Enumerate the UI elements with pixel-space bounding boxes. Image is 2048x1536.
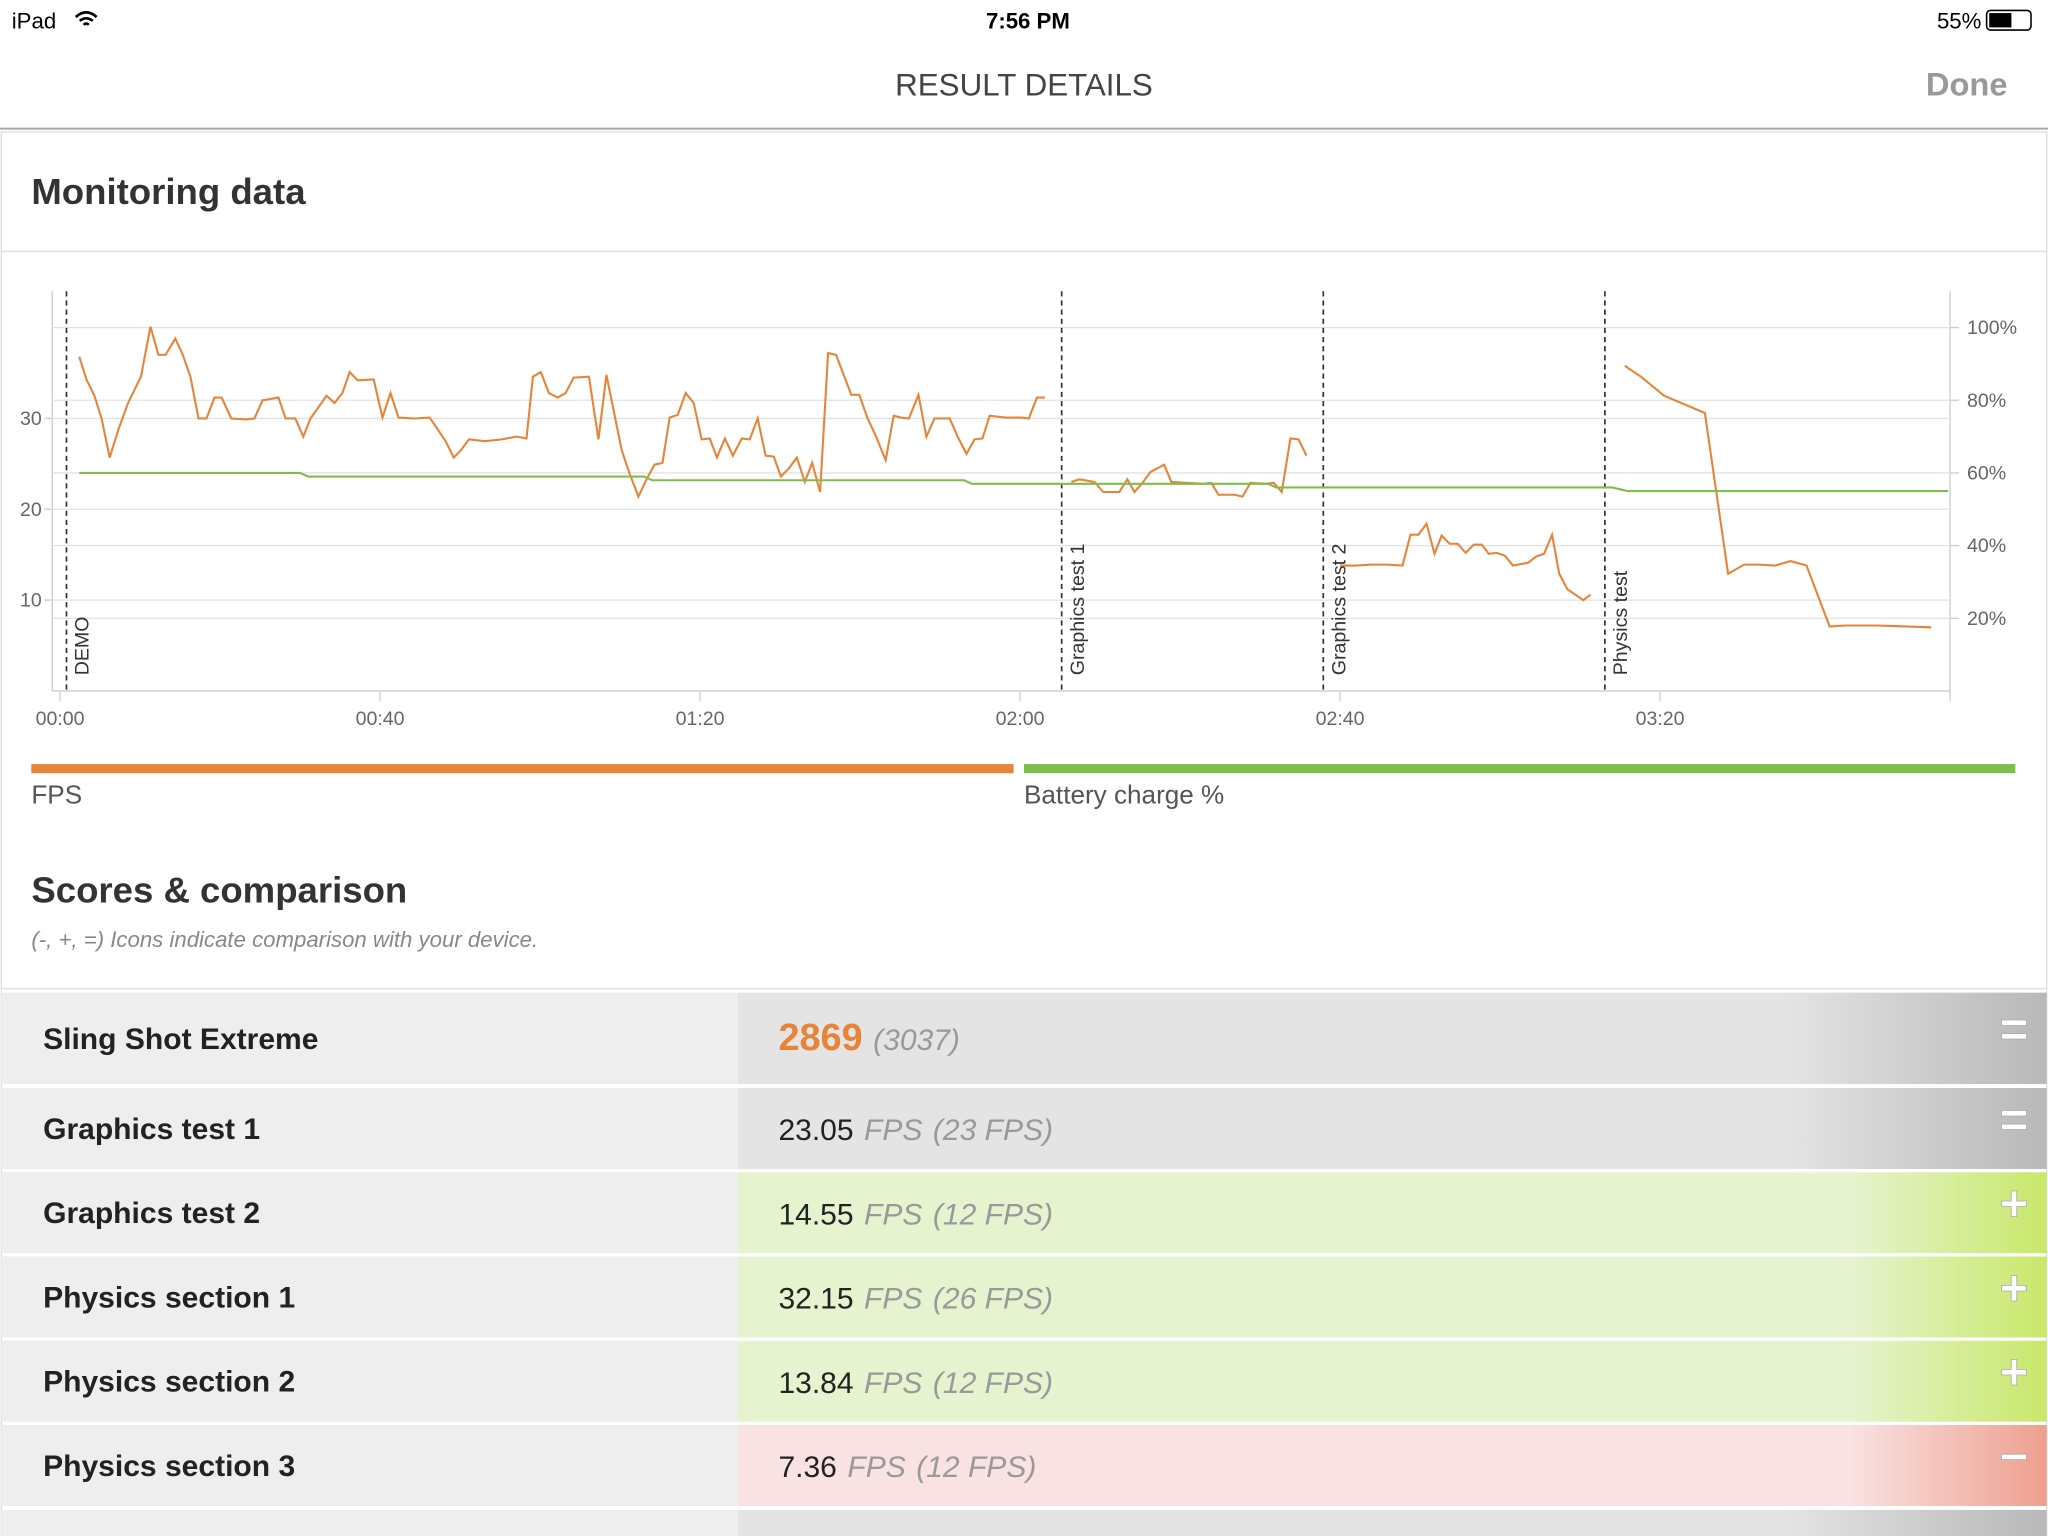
x-tick-label: 02:40: [1316, 708, 1365, 730]
row-label-cell: [1, 1424, 738, 1506]
row-value-cell: [737, 1088, 2047, 1169]
comparison-icon: =: [2000, 1091, 2029, 1147]
row-label-cell: [1, 1340, 738, 1422]
data-line: [79, 471, 1949, 493]
y-tick-label: 30: [20, 408, 42, 430]
row-value: 23.05 FPS (23 FPS): [778, 1114, 1053, 1147]
battery-percent: 55%: [1937, 9, 1981, 34]
reference: (3037): [873, 1024, 960, 1057]
score: 32.15: [778, 1283, 853, 1316]
y2-tick-label: 60%: [1967, 462, 2006, 484]
row-value-cell: [737, 1172, 2047, 1254]
battery-icon: [1985, 9, 2032, 31]
clock: 7:56 PM: [986, 9, 1070, 34]
row-name: Physics section 1: [43, 1281, 295, 1314]
score-table: Sling Shot Extreme 2869 (3037) = Graphics te…: [1, 992, 2047, 1536]
x-tick-label: 02:00: [996, 708, 1045, 730]
row-label-cell: [1, 1256, 738, 1338]
marker-label: Physics test: [1610, 570, 1632, 675]
x-tick-label: 00:00: [36, 708, 85, 730]
row-name: Physics section 2: [43, 1366, 295, 1399]
chart: 10 20 30 20% 40% 60% 80% 100% 00:00 00:40 01:20 02:…: [20, 291, 2017, 809]
y2-tick-label: 20%: [1967, 608, 2006, 630]
y2-tick-label: 100%: [1967, 317, 2017, 339]
unit: FPS: [864, 1367, 922, 1400]
marker-label: DEMO: [72, 617, 94, 676]
marker-label: Graphics test 1: [1067, 544, 1089, 676]
row-name: Graphics test 1: [43, 1113, 260, 1146]
row-name: Physics section 3: [43, 1450, 295, 1483]
reference: (26 FPS): [933, 1283, 1053, 1316]
legend-label: FPS: [31, 779, 82, 809]
comparison-icon: =: [2000, 1001, 2029, 1057]
comparison-icon: +: [2000, 1176, 2029, 1232]
reference: (12 FPS): [933, 1367, 1053, 1400]
row-name: Graphics test 2: [43, 1197, 260, 1230]
done-button[interactable]: Done: [1926, 65, 2008, 102]
row-value: 7.36 FPS (12 FPS): [778, 1451, 1036, 1484]
row-label-cell: [1, 1509, 738, 1536]
section-title: Monitoring data: [31, 171, 306, 212]
unit: FPS: [847, 1451, 905, 1484]
x-tick-label: 00:40: [356, 708, 405, 730]
row-value: 13.84 FPS (12 FPS): [778, 1367, 1053, 1400]
comparison-icon: −: [2000, 1428, 2029, 1484]
comparison-icon: +: [2000, 1260, 2029, 1316]
y2-tick-label: 40%: [1967, 535, 2006, 557]
x-tick-label: 03:20: [1636, 708, 1685, 730]
marker-label: Graphics test 2: [1328, 544, 1350, 676]
reference: (23 FPS): [933, 1114, 1053, 1147]
row-value-cell: [737, 1509, 2047, 1536]
nav-title: RESULT DETAILS: [895, 67, 1153, 102]
row-label-cell: [1, 1172, 738, 1254]
x-tick-label: 01:20: [676, 708, 725, 730]
y2-tick-label: 80%: [1967, 390, 2006, 412]
row-label-cell: [1, 992, 738, 1085]
row-value: 2869 (3037): [778, 1017, 959, 1059]
comparison-icon: +: [2000, 1344, 2029, 1400]
reference: (12 FPS): [916, 1451, 1036, 1484]
legend-label: Battery charge %: [1024, 779, 1224, 809]
battery-level: [1989, 13, 2012, 28]
wifi-icon: [74, 11, 98, 26]
legend-swatch: [31, 764, 1014, 774]
unit: FPS: [864, 1198, 922, 1231]
score: 14.55: [778, 1198, 853, 1231]
score: 2869: [778, 1017, 862, 1059]
row-value-cell: [737, 992, 2047, 1085]
row-label-cell: [1, 1088, 738, 1169]
row-name: Sling Shot Extreme: [43, 1023, 318, 1056]
row-value-cell: [737, 1340, 2047, 1422]
row-value: 32.15 FPS (26 FPS): [778, 1283, 1053, 1316]
unit: FPS: [864, 1114, 922, 1147]
score: 13.84: [778, 1367, 853, 1400]
row-value-cell: [737, 1256, 2047, 1338]
score: 23.05: [778, 1114, 853, 1147]
score: 7.36: [778, 1451, 836, 1484]
note: (-, +, =) Icons indicate comparison with…: [31, 927, 538, 952]
device-name: iPad: [12, 9, 56, 34]
legend-swatch: [1024, 764, 2016, 774]
section-title: Scores & comparison: [31, 870, 407, 911]
row-value: 14.55 FPS (12 FPS): [778, 1198, 1053, 1231]
unit: FPS: [864, 1283, 922, 1316]
row-value-cell: [737, 1424, 2047, 1506]
y-tick-label: 10: [20, 590, 42, 612]
reference: (12 FPS): [933, 1198, 1053, 1231]
y-tick-label: 20: [20, 499, 42, 521]
